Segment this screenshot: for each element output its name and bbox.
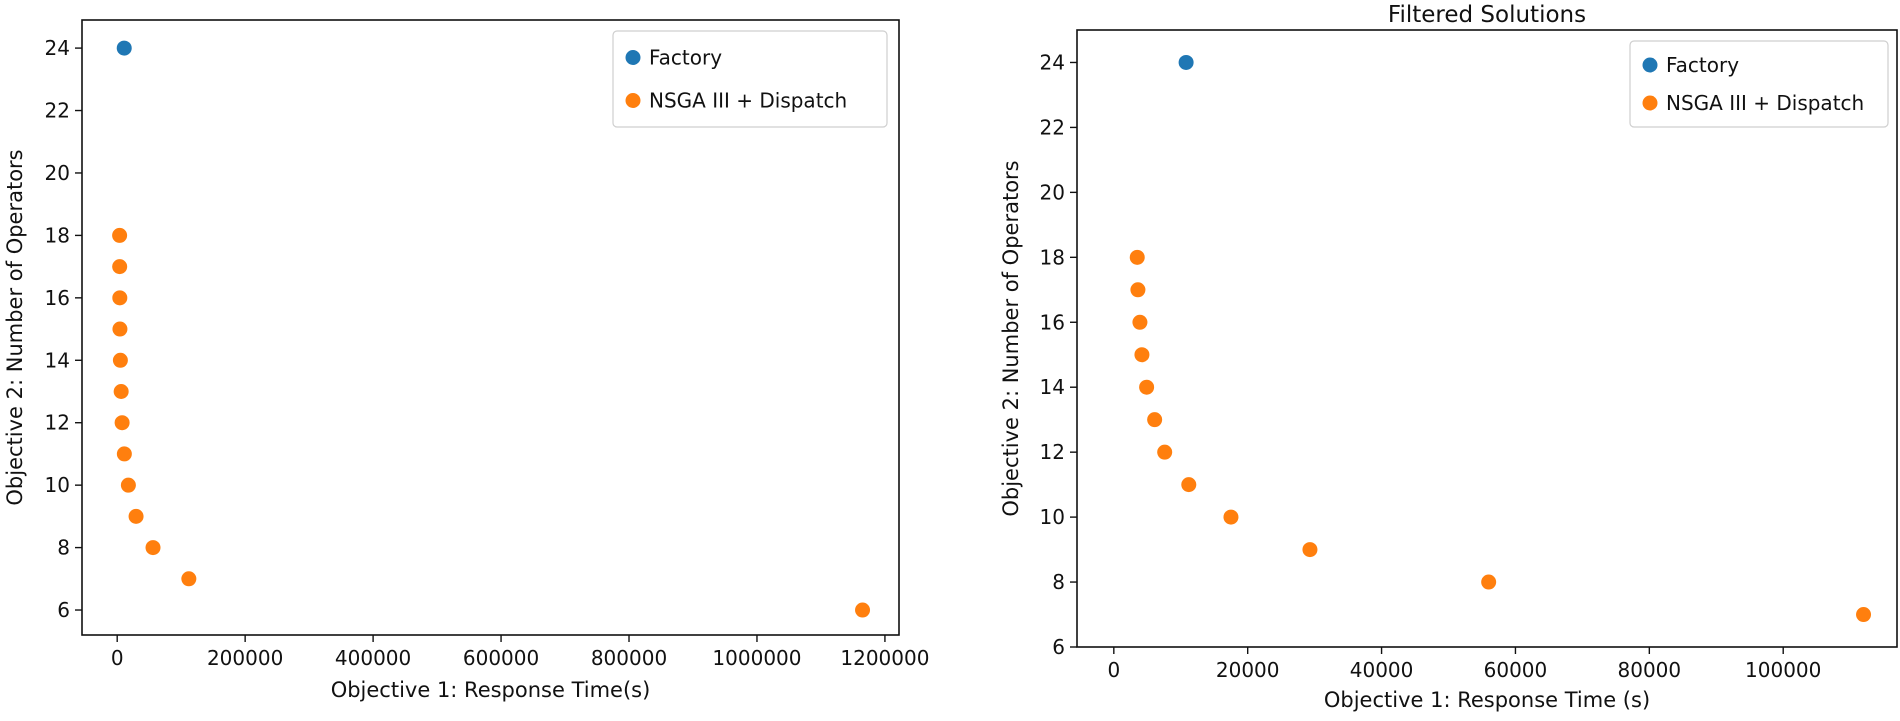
x-tick-label: 0: [111, 646, 124, 670]
y-tick-label: 6: [57, 598, 70, 622]
y-tick-label: 24: [1040, 50, 1065, 74]
data-point: [120, 477, 136, 493]
series-nsga-iii-dispatch: [112, 227, 871, 618]
plot-area-frame: [1076, 29, 1898, 648]
chart-1: 0 200000 400000 600000 800000 1000000 1200000 6…: [3, 19, 929, 702]
x-axis-label: Objective 1: Response Time (s): [1324, 688, 1650, 712]
y-tick-label: 14: [1040, 375, 1065, 399]
data-point: [114, 415, 130, 431]
x-tick-label: 40000: [1350, 658, 1414, 682]
y-tick-label: 6: [1052, 635, 1065, 659]
x-tick-label: 0: [1107, 658, 1120, 682]
data-point: [1139, 379, 1155, 395]
data-point: [112, 259, 128, 275]
chart-title: Filtered Solutions: [1388, 2, 1586, 28]
data-point: [1130, 282, 1146, 298]
plot-area-frame: [81, 19, 900, 636]
data-point: [1157, 444, 1173, 460]
y-tick-label: 14: [45, 348, 70, 372]
x-tick-label: 60000: [1484, 658, 1548, 682]
legend-marker: [1642, 57, 1658, 73]
y-tick-label: 16: [1040, 310, 1065, 334]
data-point: [1302, 542, 1318, 558]
y-tick-label: 22: [1040, 115, 1065, 139]
y-tick-label: 20: [1040, 180, 1065, 204]
legend: Factory NSGA III + Dispatch: [1629, 40, 1889, 128]
x-tick-label: 80000: [1618, 658, 1682, 682]
data-point: [145, 540, 161, 556]
y-tick-label: 22: [45, 99, 70, 123]
legend-box: [612, 30, 888, 128]
legend-label: NSGA III + Dispatch: [649, 89, 847, 113]
data-point: [855, 602, 871, 618]
legend-label: NSGA III + Dispatch: [1666, 91, 1864, 115]
legend: Factory NSGA III + Dispatch: [612, 30, 888, 128]
x-tick-label: 100000: [1745, 658, 1821, 682]
data-point: [1132, 314, 1148, 330]
y-axis-label: Objective 2: Number of Operators: [3, 149, 27, 505]
legend-marker: [625, 50, 641, 65]
series-nsga-iii-dispatch: [1129, 249, 1872, 623]
y-tick-label: 18: [45, 223, 70, 247]
data-point: [116, 40, 132, 56]
x-tick-label: 20000: [1216, 658, 1280, 682]
legend-box: [1629, 40, 1889, 128]
legend-label: Factory: [649, 46, 722, 70]
data-point: [1223, 509, 1239, 525]
y-tick-label: 12: [45, 411, 70, 435]
x-tick-label: 200000: [207, 646, 283, 670]
series-factory: [1178, 54, 1194, 70]
y-tick-label: 10: [1040, 505, 1065, 529]
data-point: [112, 321, 128, 337]
data-point: [116, 446, 132, 462]
chart-2: 0 20000 40000 60000 80000 100000 6 8 10 12 14 16 18 2…: [999, 2, 1898, 712]
data-point: [128, 508, 144, 524]
data-point: [1129, 249, 1145, 265]
y-tick-label: 10: [45, 473, 70, 497]
data-point: [1856, 607, 1872, 623]
y-axis-label: Objective 2: Number of Operators: [999, 160, 1023, 516]
legend-label: Factory: [1666, 53, 1739, 77]
y-tick-label: 12: [1040, 440, 1065, 464]
y-tick-label: 8: [57, 536, 70, 560]
y-tick-label: 24: [45, 36, 70, 60]
data-point: [1181, 477, 1197, 493]
y-tick-label: 20: [45, 161, 70, 185]
y-tick-label: 18: [1040, 245, 1065, 269]
data-point: [112, 290, 128, 306]
data-point: [1178, 54, 1194, 70]
data-point: [112, 352, 128, 368]
x-tick-label: 1000000: [712, 646, 801, 670]
legend-marker: [1642, 95, 1658, 111]
data-point: [1147, 412, 1163, 428]
data-point: [112, 227, 128, 243]
x-tick-label: 400000: [335, 646, 411, 670]
x-axis-label: Objective 1: Response Time(s): [331, 678, 651, 702]
x-tick-label: 600000: [463, 646, 539, 670]
data-point: [1481, 574, 1497, 590]
x-tick-label: 1200000: [840, 646, 929, 670]
y-tick-label: 8: [1052, 570, 1065, 594]
data-point: [181, 571, 197, 587]
legend-marker: [625, 93, 641, 108]
data-point: [113, 383, 129, 399]
y-tick-label: 16: [45, 286, 70, 310]
series-factory: [116, 40, 132, 56]
data-point: [1134, 347, 1150, 363]
x-tick-label: 800000: [591, 646, 667, 670]
